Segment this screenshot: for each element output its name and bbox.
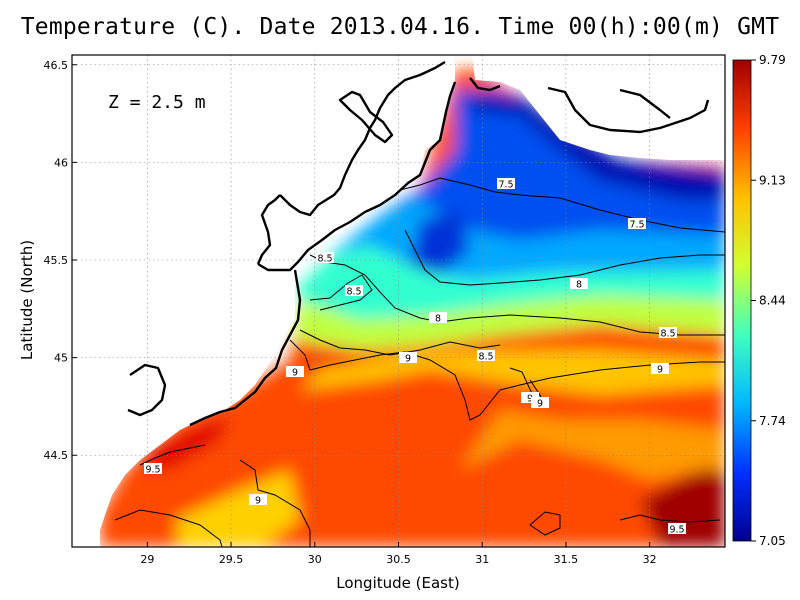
contour-label: 8.5 (478, 352, 493, 363)
contour-loop-se (529, 511, 561, 536)
contour-label: 8.5 (346, 287, 361, 298)
contour-label: 7.5 (498, 180, 513, 191)
contour-label: 9.5 (145, 465, 160, 476)
contour-9.5-sw (139, 444, 206, 466)
temperature-field (72, 55, 725, 547)
coastline-bay (256, 194, 281, 265)
contour-label: 8 (435, 314, 441, 325)
field-red-sw (140, 415, 230, 470)
y-tick-label: 45 (54, 352, 68, 365)
contour-label: 7.5 (629, 220, 644, 231)
liman (338, 90, 394, 144)
colorbar-ticks: 9.79 9.13 8.44 7.74 7.05 (751, 53, 786, 548)
contour-9.5-se (619, 514, 721, 523)
coastline-north (279, 60, 446, 217)
coastline (127, 60, 710, 427)
x-tick-label: 31 (475, 553, 489, 566)
colorbar-tick-label: 9.79 (759, 53, 786, 67)
contour-label: 9 (255, 496, 261, 507)
contour-label: 9.5 (669, 525, 684, 536)
contour-label: 8.5 (317, 254, 332, 265)
x-tick-label: 30 (308, 553, 322, 566)
land-mask-ne (472, 55, 725, 160)
field-orange-patch (460, 410, 725, 480)
contour-label-bg (497, 178, 515, 189)
y-axis-title: Latitude (North) (18, 240, 36, 360)
contour-9 (289, 339, 725, 421)
contour-label-bg (531, 397, 549, 408)
coastline-ne (547, 86, 710, 134)
contour-label-bg (659, 327, 677, 338)
contour-label-bg (668, 523, 686, 534)
grid-lines (72, 55, 725, 547)
contour-8.5-loop (309, 274, 373, 311)
contour-label: 9 (405, 354, 411, 365)
contour-label-bg (399, 352, 417, 363)
x-tick-label: 29 (140, 553, 154, 566)
contour-8.5b (299, 329, 501, 356)
colorbar-tick-label: 7.05 (759, 534, 786, 548)
y-tick-label: 46 (54, 156, 68, 169)
contour-label-bg (249, 494, 267, 505)
field-darkred-se (640, 470, 725, 547)
contour-label-bg (316, 252, 334, 263)
y-tick-label: 46.5 (44, 59, 69, 72)
y-tick-label: 45.5 (44, 254, 69, 267)
land-mask (72, 55, 455, 547)
lake-west (127, 363, 167, 417)
coastline-main (257, 81, 457, 272)
contour-label: 8.5 (660, 329, 675, 340)
depth-label: Z = 2.5 m (108, 92, 206, 113)
contour-8 (404, 229, 725, 286)
contour-label-bg (345, 285, 363, 296)
x-axis-title: Longitude (East) (336, 574, 459, 592)
contour-label-bg (651, 363, 669, 374)
field-green-band (295, 290, 725, 350)
coastline-west (189, 269, 302, 427)
y-tick-label: 44.5 (44, 449, 69, 462)
delta-edge (469, 77, 501, 92)
x-tick-label: 30.5 (386, 553, 411, 566)
contour-label-bg (429, 312, 447, 323)
colorbar-tick-label: 7.74 (759, 414, 786, 428)
contour-7.5 (399, 177, 726, 233)
contour-9-sw (239, 459, 311, 547)
contour-label: 9 (527, 394, 533, 405)
x-tick-label: 29.5 (219, 553, 244, 566)
contour-label-bg (521, 392, 539, 403)
y-axis-ticks: 44.5 45 45.5 46 46.5 (44, 59, 77, 462)
contour-label: 9 (292, 368, 298, 379)
contour-label-bg (286, 366, 304, 377)
coastline-ne2 (619, 88, 671, 119)
contour-9-sw2 (114, 509, 223, 548)
x-axis-ticks: 29 29.5 30 30.5 31 31.5 32 (140, 542, 657, 566)
contour-label-bg (570, 278, 588, 289)
x-tick-label: 31.5 (554, 553, 579, 566)
colorbar-tick-label: 8.44 (759, 294, 786, 308)
contour-label-bg (628, 218, 646, 229)
contour-label-bg (144, 463, 162, 474)
map-title: Temperature (C). Date 2013.04.16. Time 0… (20, 14, 780, 40)
contour-label: 8 (576, 280, 582, 291)
colorbar (732, 59, 752, 542)
field-yellow-sw (175, 470, 300, 547)
field-danube-core (410, 210, 470, 275)
contour-lines (114, 177, 726, 548)
x-tick-label: 32 (643, 553, 657, 566)
contour-label: 9 (657, 365, 663, 376)
colorbar-tick-label: 9.13 (759, 173, 786, 187)
contour-label-bg (477, 350, 495, 361)
contour-label: 9 (537, 399, 543, 410)
field-blue (380, 90, 725, 240)
